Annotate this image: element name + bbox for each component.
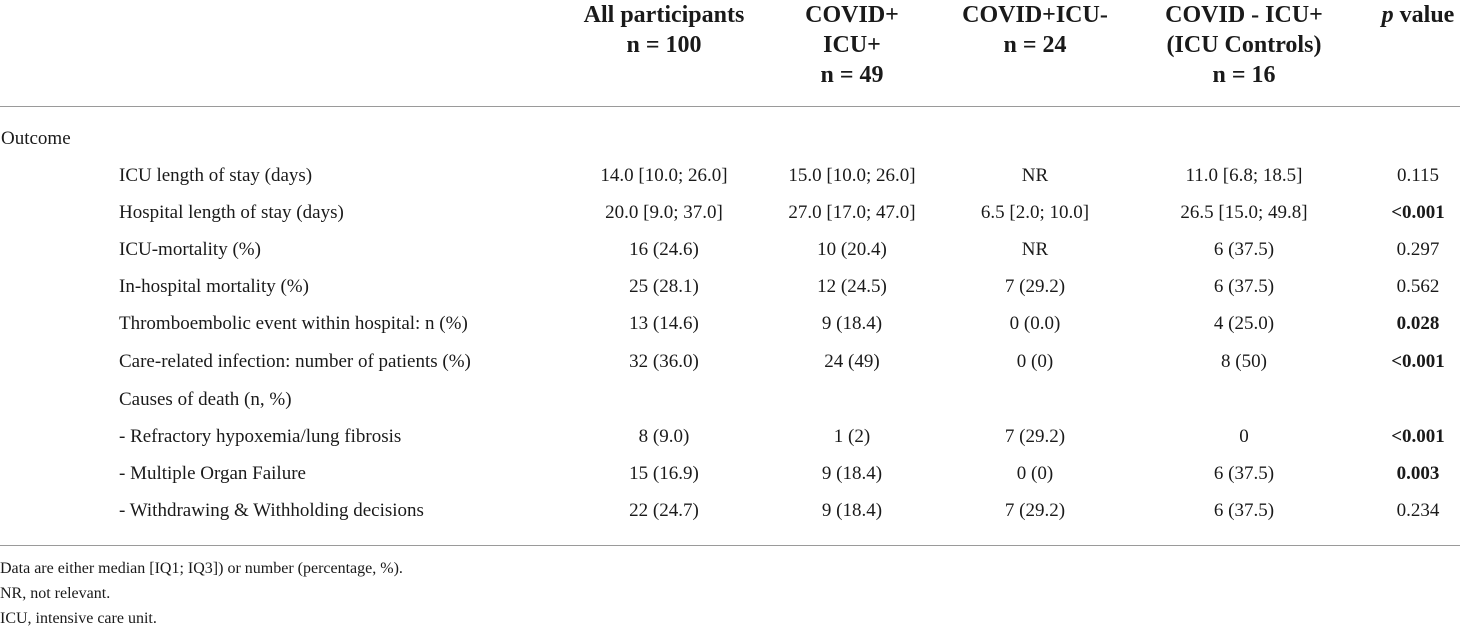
value-cell: 15 (16.9) bbox=[629, 463, 699, 484]
value-cell: 11.0 [6.8; 18.5] bbox=[1185, 165, 1303, 186]
p-value-cell: <0.001 bbox=[1391, 202, 1445, 223]
column-header-line: n = 49 bbox=[820, 62, 884, 88]
column-header-line: COVID - ICU+ bbox=[1165, 2, 1323, 28]
row-label: - Refractory hypoxemia/lung fibrosis bbox=[119, 426, 402, 447]
row-label: - Withdrawing & Withholding decisions bbox=[119, 500, 424, 521]
p-value-cell: <0.001 bbox=[1391, 351, 1445, 372]
row-label: Hospital length of stay (days) bbox=[119, 202, 344, 223]
value-cell: 6 (37.5) bbox=[1213, 463, 1275, 484]
column-header-all: All participants n = 100 bbox=[514, 0, 814, 60]
table-row: In-hospital mortality (%) 25 (28.1) 12 (24… bbox=[0, 275, 1460, 312]
value-cell: 1 (2) bbox=[833, 426, 871, 447]
value-cell: 16 (24.6) bbox=[629, 239, 699, 260]
column-header-line: COVID+ bbox=[805, 2, 899, 28]
value-cell: 26.5 [15.0; 49.8] bbox=[1180, 202, 1308, 223]
table-row: Care-related infection: number of patien… bbox=[0, 350, 1460, 387]
table-row: Causes of death (n, %) bbox=[0, 388, 1460, 425]
p-value-cell: 0.562 bbox=[1396, 276, 1440, 297]
column-header-line: COVID+ICU- bbox=[962, 2, 1108, 28]
value-cell: 4 (25.0) bbox=[1213, 313, 1275, 334]
value-cell: 9 (18.4) bbox=[821, 313, 883, 334]
column-header-line: p value bbox=[1268, 0, 1460, 30]
column-header-covid_icu_pos: COVID+ ICU+ n = 49 bbox=[702, 0, 1002, 90]
column-header-covid_icu_neg: COVID+ICU-n = 24 bbox=[885, 0, 1185, 60]
table-row: - Withdrawing & Withholding decisions 22 … bbox=[0, 499, 1460, 536]
value-cell: 7 (29.2) bbox=[1004, 426, 1066, 447]
column-header-line: n = 24 bbox=[1003, 32, 1067, 58]
value-cell: 8 (9.0) bbox=[638, 426, 690, 447]
value-cell: 9 (18.4) bbox=[821, 500, 883, 521]
row-label: ICU length of stay (days) bbox=[119, 165, 313, 186]
column-header-line: (ICU Controls) bbox=[1166, 32, 1322, 58]
value-cell: 12 (24.5) bbox=[817, 276, 887, 297]
column-header-line: All participants bbox=[583, 2, 745, 28]
table-row: Thromboembolic event within hospital: n … bbox=[0, 312, 1460, 349]
column-header-line: n = 16 bbox=[1212, 62, 1276, 88]
value-cell: 6 (37.5) bbox=[1213, 276, 1275, 297]
p-value-cell: 0.297 bbox=[1396, 239, 1440, 260]
section-label: Outcome bbox=[1, 128, 71, 149]
value-cell: 0 (0.0) bbox=[1009, 313, 1061, 334]
value-cell: 10 (20.4) bbox=[817, 239, 887, 260]
value-cell: 7 (29.2) bbox=[1004, 500, 1066, 521]
value-cell: 6 (37.5) bbox=[1213, 500, 1275, 521]
header-rule bbox=[0, 106, 1460, 107]
table-row: Hospital length of stay (days) 20.0 [9.0;… bbox=[0, 201, 1460, 238]
row-label: Care-related infection: number of patien… bbox=[119, 351, 471, 372]
footnote: NR, not relevant. bbox=[0, 585, 111, 602]
footnote: ICU, intensive care unit. bbox=[0, 610, 157, 627]
value-cell: NR bbox=[1021, 239, 1049, 260]
value-cell: 0 bbox=[1239, 426, 1249, 447]
table-row: - Refractory hypoxemia/lung fibrosis 8 (9… bbox=[0, 425, 1460, 462]
value-cell: 25 (28.1) bbox=[629, 276, 699, 297]
column-header-line: n = 100 bbox=[626, 32, 702, 58]
column-header-p: p value bbox=[1268, 0, 1460, 30]
p-value-cell: 0.115 bbox=[1396, 165, 1440, 186]
value-cell: 8 (50) bbox=[1221, 351, 1267, 372]
p-value-cell: <0.001 bbox=[1391, 426, 1445, 447]
table-row: ICU length of stay (days) 14.0 [10.0; 26.… bbox=[0, 164, 1460, 201]
table-bottom-rule bbox=[0, 545, 1460, 546]
p-value-cell: 0.028 bbox=[1396, 313, 1440, 334]
column-header-icu_controls: COVID - ICU+ (ICU Controls) n = 16 bbox=[1094, 0, 1394, 90]
value-cell: 7 (29.2) bbox=[1004, 276, 1066, 297]
value-cell: 0 (0) bbox=[1016, 351, 1054, 372]
p-symbol: p bbox=[1381, 2, 1394, 28]
p-value-cell: 0.234 bbox=[1396, 500, 1440, 521]
table-row: ICU-mortality (%) 16 (24.6) 10 (20.4) NR 6 (… bbox=[0, 238, 1460, 275]
value-cell: 22 (24.7) bbox=[629, 500, 699, 521]
row-label: Causes of death (n, %) bbox=[119, 389, 292, 410]
value-cell: 6.5 [2.0; 10.0] bbox=[980, 202, 1090, 223]
value-cell: 14.0 [10.0; 26.0] bbox=[600, 165, 728, 186]
column-header-line: ICU+ bbox=[823, 32, 881, 58]
row-label: In-hospital mortality (%) bbox=[119, 276, 309, 297]
table-row: - Multiple Organ Failure 15 (16.9) 9 (18.4… bbox=[0, 462, 1460, 499]
section-row-outcome: Outcome bbox=[0, 127, 1460, 164]
value-cell: 0 (0) bbox=[1016, 463, 1054, 484]
value-cell: 24 (49) bbox=[824, 351, 880, 372]
value-cell: 6 (37.5) bbox=[1213, 239, 1275, 260]
value-cell: 9 (18.4) bbox=[821, 463, 883, 484]
row-label: ICU-mortality (%) bbox=[119, 239, 261, 260]
row-label: Thromboembolic event within hospital: n … bbox=[119, 313, 468, 334]
row-label: - Multiple Organ Failure bbox=[119, 463, 306, 484]
value-cell: NR bbox=[1021, 165, 1049, 186]
value-cell: 20.0 [9.0; 37.0] bbox=[605, 202, 723, 223]
value-cell: 27.0 [17.0; 47.0] bbox=[788, 202, 916, 223]
footnote: Data are either median [IQ1; IQ3]) or nu… bbox=[0, 560, 403, 577]
p-value-label: value bbox=[1393, 2, 1455, 28]
value-cell: 13 (14.6) bbox=[629, 313, 699, 334]
p-value-cell: 0.003 bbox=[1396, 463, 1440, 484]
value-cell: 15.0 [10.0; 26.0] bbox=[788, 165, 916, 186]
value-cell: 32 (36.0) bbox=[629, 351, 699, 372]
